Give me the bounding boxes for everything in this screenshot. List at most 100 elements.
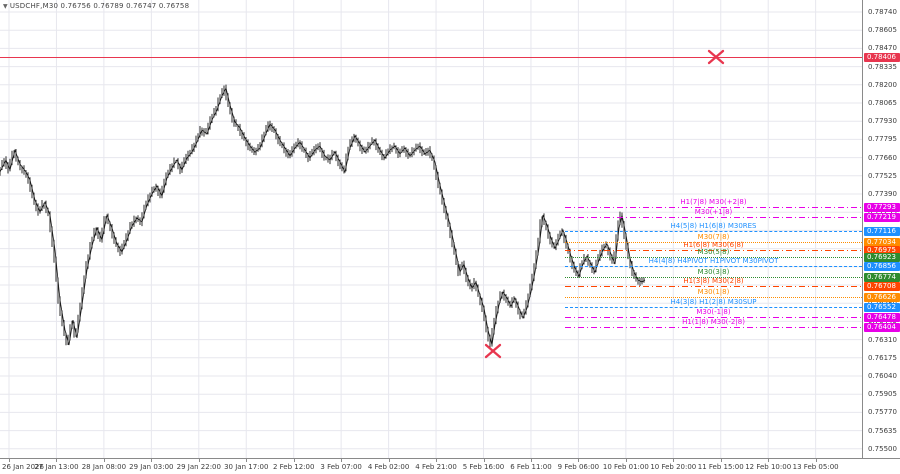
pivot-level-line[interactable] — [565, 266, 862, 267]
price-axis-label: 0.78605 — [868, 26, 897, 35]
time-axis-tick — [9, 459, 10, 462]
time-axis-label: 30 Jan 17:00 — [224, 463, 269, 471]
time-axis-label: 10 Feb 20:00 — [650, 463, 697, 471]
level-price-badge: 0.77219 — [864, 213, 900, 223]
level-price-badge: 0.76975 — [864, 245, 900, 255]
time-axis-label: 28 Jan 08:00 — [81, 463, 127, 471]
level-price-badge: 0.76708 — [864, 281, 900, 291]
price-axis-label: 0.78740 — [868, 8, 897, 16]
time-axis-tick — [151, 459, 153, 462]
price-axis-label: 0.75635 — [868, 426, 897, 435]
pivot-level-line[interactable] — [565, 317, 862, 318]
price-axis-label: 0.78200 — [868, 80, 897, 89]
time-axis-label: 9 Feb 06:00 — [557, 463, 600, 471]
level-price-badge: 0.76626 — [864, 293, 900, 302]
pivot-level-line[interactable] — [565, 207, 862, 209]
pivot-level-line[interactable] — [565, 249, 862, 251]
price-axis-label: 0.75905 — [868, 390, 897, 399]
price-axis-label: 0.77930 — [868, 117, 897, 126]
time-axis-label: 3 Feb 07:00 — [320, 463, 362, 471]
price-axis-label: 0.77795 — [868, 135, 897, 144]
pivot-level-line[interactable] — [565, 297, 862, 298]
pivot-level-label: M30(-1|8) — [696, 308, 731, 316]
time-axis-label: 2 Feb 12:00 — [272, 463, 315, 471]
time-axis-label: 4 Feb 02:00 — [367, 463, 410, 471]
price-axis-label: 0.75770 — [868, 408, 897, 417]
price-axis-label: 0.77660 — [868, 153, 897, 162]
time-axis-tick — [388, 459, 390, 462]
pivot-level-line[interactable] — [565, 257, 862, 258]
time-axis-tick — [720, 459, 722, 462]
price-axis-label: 0.76310 — [868, 335, 897, 344]
pivot-level-label: M30(+1|8) — [694, 208, 733, 217]
time-axis-label: 11 Feb 15:00 — [697, 463, 744, 471]
x-stroke — [484, 343, 502, 359]
level-price-badge: 0.77293 — [864, 203, 900, 213]
pivot-level-label: H4(5|8) H1(6|8) M30RES — [670, 221, 757, 230]
time-axis-label: 10 Feb 01:00 — [602, 463, 649, 471]
symbol-triangle-icon: ▼ — [3, 3, 8, 10]
pivot-level-label: H4(4|8) H4PIVOT H1PIVOT M30PIVOT — [648, 257, 779, 265]
time-axis[interactable]: 26 Jan 2026 27 Jan 13:00 28 Jan 08:00 29 Ja… — [0, 458, 900, 474]
pivot-level-line[interactable] — [565, 217, 862, 219]
time-axis-tick — [625, 459, 627, 462]
level-price-badge: 0.76856 — [864, 262, 900, 271]
pivot-level-line[interactable] — [565, 230, 862, 232]
price-chart-area[interactable]: H1(7|8) M30(+2|8) M30(+1|8) H4(5|8) H1(6|8… — [0, 0, 862, 458]
price-axis-label: 0.75500 — [868, 444, 897, 453]
time-axis-tick — [198, 459, 200, 462]
price-axis[interactable]: 0.78740 0.78605 0.78470 0.78335 0.78200 0.780… — [862, 0, 900, 458]
price-axis-label: 0.77255 — [863, 208, 900, 217]
pivot-level-label: H1(3|8) M30(2|8) — [683, 276, 744, 285]
time-axis-tick — [341, 459, 343, 462]
time-axis-label: 4 Feb 21:00 — [415, 463, 457, 471]
time-axis-tick — [483, 459, 485, 462]
price-axis-label: 0.76040 — [868, 372, 897, 380]
pivot-level-label: H4(3|8) H1(2|8) M30SUP — [670, 298, 757, 306]
price-axis-label: 0.78065 — [868, 99, 897, 107]
time-axis-tick — [56, 459, 58, 462]
time-axis-label: 13 Feb 05:00 — [792, 463, 839, 471]
time-axis-tick — [768, 459, 770, 462]
pivot-level-label: M30(7|8) — [697, 233, 730, 241]
level-price-badge: 0.76923 — [864, 253, 900, 262]
price-axis-label: 0.78335 — [868, 62, 897, 71]
price-axis-label: 0.77390 — [868, 190, 897, 198]
time-axis-label: 29 Jan 22:00 — [176, 463, 221, 471]
pivot-level-line[interactable] — [565, 242, 862, 243]
price-series-svg — [0, 0, 862, 458]
pivot-level-line[interactable] — [565, 277, 862, 278]
time-axis-label: 5 Feb 16:00 — [462, 463, 505, 471]
pivot-level-label: H1(7|8) M30(+2|8) — [680, 198, 747, 207]
pivot-level-line[interactable] — [565, 285, 862, 287]
level-price-badge: 0.76478 — [864, 313, 900, 322]
time-axis-label: 26 Jan 2026 — [2, 463, 44, 471]
time-axis-tick — [815, 459, 817, 462]
time-axis-label: 27 Jan 13:00 — [34, 463, 79, 471]
time-axis-tick — [673, 459, 675, 462]
time-axis-tick — [530, 459, 532, 462]
pivot-level-label: M30(3|8) — [697, 268, 730, 276]
price-bars — [0, 84, 645, 349]
pivot-level-label: H1(1|8) M30(-2|8) — [682, 317, 745, 326]
red-alert-hline[interactable] — [0, 57, 862, 58]
pivot-level-label: H1(6|8) M30(6|8) — [683, 240, 744, 249]
pivot-level-label: M30(5|8) — [697, 248, 730, 256]
level-price-badge: 0.76404 — [864, 322, 900, 332]
time-axis-tick — [578, 459, 580, 462]
pivot-level-line[interactable] — [565, 307, 862, 308]
chart-title-text: USDCHF,M30 0.76756 0.76789 0.76747 0.767… — [9, 2, 190, 10]
time-axis-label: 29 Jan 03:00 — [129, 463, 174, 471]
time-axis-tick — [103, 459, 105, 462]
price-axis-label: 0.76175 — [868, 353, 897, 362]
price-polyline — [0, 86, 646, 346]
pivot-level-line[interactable] — [565, 326, 862, 328]
time-axis-label: 6 Feb 11:00 — [510, 463, 552, 471]
level-price-badge: 0.77116 — [864, 226, 900, 236]
level-price-badge: 0.76552 — [864, 303, 900, 312]
time-axis-tick — [436, 459, 438, 462]
level-price-badge: 0.76774 — [864, 273, 900, 282]
chart-title: ▼ USDCHF,M30 0.76756 0.76789 0.76747 0.76… — [3, 2, 189, 10]
time-axis-tick — [246, 459, 248, 462]
